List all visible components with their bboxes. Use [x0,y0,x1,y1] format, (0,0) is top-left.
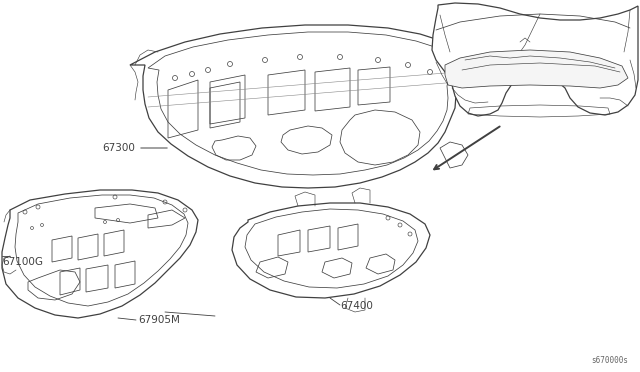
Text: 67400: 67400 [340,301,373,311]
Polygon shape [130,25,468,188]
Text: 67100G: 67100G [2,257,43,267]
Polygon shape [232,203,430,298]
Polygon shape [432,3,638,116]
Text: s670000s: s670000s [591,356,628,365]
Polygon shape [445,50,628,88]
Text: 67905M: 67905M [138,315,180,325]
Polygon shape [2,190,198,318]
Text: 67300: 67300 [102,143,135,153]
